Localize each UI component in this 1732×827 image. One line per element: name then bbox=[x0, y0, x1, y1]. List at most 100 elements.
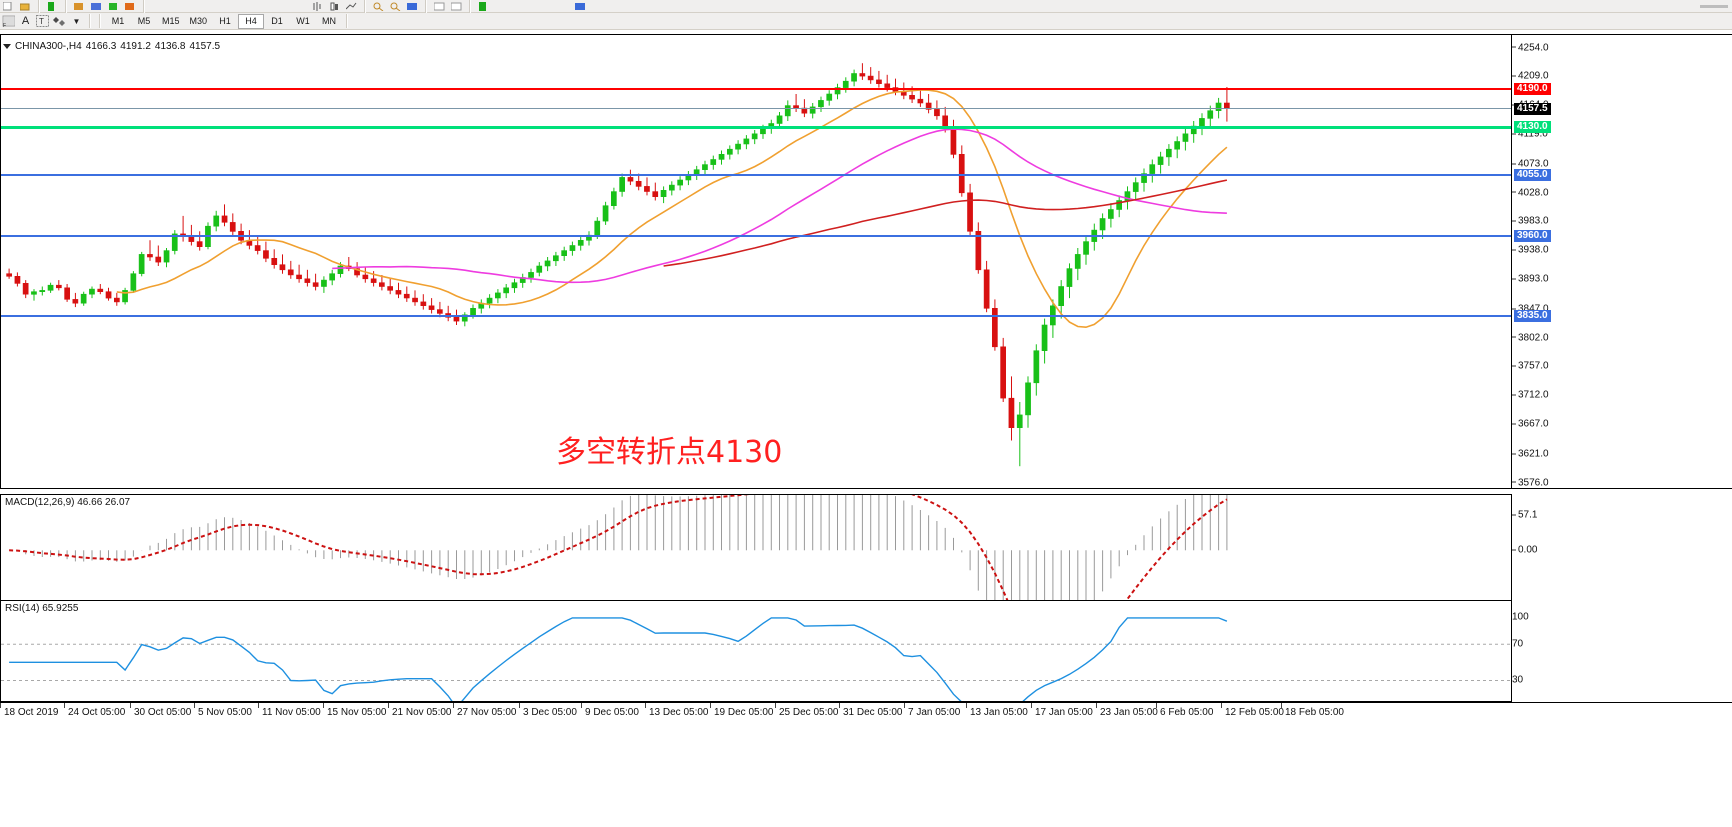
rsi-pane[interactable]: RSI(14) 65.9255 bbox=[0, 600, 1512, 702]
price-tick: 3847.0 bbox=[1512, 303, 1549, 314]
time-tick bbox=[581, 703, 582, 708]
rsi-tick: 30 bbox=[1512, 674, 1524, 686]
auto-scroll-icon[interactable] bbox=[404, 0, 421, 14]
rsi-tick: 100 bbox=[1512, 611, 1529, 623]
periods-icon[interactable] bbox=[448, 0, 465, 14]
navigator-icon[interactable] bbox=[71, 0, 88, 14]
zoom-in-icon[interactable] bbox=[370, 0, 387, 14]
timeframe-w1[interactable]: W1 bbox=[296, 16, 310, 26]
chevron-down-icon[interactable]: ▼ bbox=[72, 16, 81, 26]
shapes-icon[interactable] bbox=[51, 14, 68, 29]
line-chart-icon[interactable] bbox=[343, 0, 360, 14]
time-tick bbox=[388, 703, 389, 708]
crosshair-icon[interactable]: F bbox=[0, 14, 17, 29]
symbol-close: 4157.5 bbox=[189, 41, 221, 52]
price-chart-canvas bbox=[6, 63, 1230, 467]
time-label: 13 Jan 05:00 bbox=[970, 707, 1028, 718]
time-label: 12 Feb 05:00 bbox=[1225, 707, 1284, 718]
time-tick bbox=[966, 703, 967, 708]
rsi-scale[interactable]: 100 70 30 bbox=[1512, 600, 1732, 702]
metaeditor-icon[interactable] bbox=[122, 0, 139, 14]
time-label: 11 Nov 05:00 bbox=[262, 707, 321, 718]
text-label-icon[interactable]: A bbox=[21, 15, 30, 27]
time-tick bbox=[1156, 703, 1157, 708]
chart-annotation: 多空转折点4130 bbox=[556, 435, 783, 470]
macd-tick: 57.1 bbox=[1512, 510, 1537, 521]
timeframe-h1[interactable]: H1 bbox=[219, 16, 231, 26]
toolbar-separator bbox=[364, 0, 366, 13]
timeframe-m1[interactable]: M1 bbox=[111, 16, 125, 26]
level-line-support-3960[interactable] bbox=[1, 235, 1511, 238]
time-label: 18 Feb 05:00 bbox=[1285, 707, 1344, 718]
toolbar-separator bbox=[143, 0, 145, 13]
price-scale[interactable]: 4254.04209.04164.04119.04073.04028.03983… bbox=[1512, 34, 1732, 489]
macd-tick: 0.00 bbox=[1512, 545, 1537, 556]
market-watch-icon[interactable] bbox=[44, 0, 61, 14]
zoom-out-icon[interactable] bbox=[387, 0, 404, 14]
trade-icon[interactable] bbox=[572, 0, 589, 14]
time-tick bbox=[1096, 703, 1097, 708]
time-label: 5 Nov 05:00 bbox=[198, 707, 252, 718]
level-line-support-3835[interactable] bbox=[1, 315, 1511, 318]
level-line-support-4055[interactable] bbox=[1, 174, 1511, 177]
price-tick: 3802.0 bbox=[1512, 332, 1549, 343]
price-badge-current-price-4157.5: 4157.5 bbox=[1514, 103, 1551, 116]
time-label: 6 Feb 05:00 bbox=[1160, 707, 1214, 718]
text-box-icon[interactable]: T bbox=[34, 14, 51, 29]
level-line-current-price-4157.5[interactable] bbox=[1, 108, 1511, 110]
price-tick: 3757.0 bbox=[1512, 361, 1549, 372]
timeframe-m5[interactable]: M5 bbox=[137, 16, 151, 26]
time-tick bbox=[519, 703, 520, 708]
collapse-icon[interactable] bbox=[3, 44, 11, 49]
toolbar-overflow-icon[interactable] bbox=[1698, 0, 1732, 14]
level-line-pivot-4130[interactable] bbox=[1, 126, 1511, 130]
rsi-tick: 70 bbox=[1512, 638, 1524, 650]
timeframe-h4[interactable]: H4 bbox=[238, 13, 265, 29]
symbol-header: CHINA300-,H4 4166.3 4191.2 4136.8 4157.5 bbox=[3, 41, 220, 52]
price-badge-support-3960: 3960.0 bbox=[1514, 230, 1551, 243]
toolbar-separator bbox=[425, 0, 427, 13]
timeframe-m30[interactable]: M30 bbox=[189, 16, 208, 26]
price-tick: 3983.0 bbox=[1512, 216, 1549, 227]
symbol-high: 4191.2 bbox=[120, 41, 151, 52]
profiles-icon[interactable] bbox=[17, 0, 34, 14]
price-tick: 3667.0 bbox=[1512, 419, 1549, 430]
rsi-chart-canvas bbox=[1, 617, 1511, 701]
bar-chart-icon[interactable] bbox=[309, 0, 326, 14]
price-tick: 4254.0 bbox=[1512, 42, 1549, 53]
time-tick bbox=[839, 703, 840, 708]
time-tick bbox=[194, 703, 195, 708]
price-tick: 4073.0 bbox=[1512, 158, 1549, 169]
timeframe-m15[interactable]: M15 bbox=[162, 16, 180, 26]
time-label: 9 Dec 05:00 bbox=[585, 707, 639, 718]
time-label: 13 Dec 05:00 bbox=[649, 707, 709, 718]
toolbar-separator bbox=[99, 14, 101, 28]
terminal-icon[interactable] bbox=[88, 0, 105, 14]
time-scale[interactable]: 18 Oct 2019 24 Oct 05:00 30 Oct 05:00 5 Nov… bbox=[0, 702, 1732, 724]
time-label: 31 Dec 05:00 bbox=[843, 707, 903, 718]
strategy-tester-icon[interactable] bbox=[105, 0, 122, 14]
toolbar-separator bbox=[65, 0, 67, 13]
timeframe-mn[interactable]: MN bbox=[322, 16, 337, 26]
price-pane[interactable]: CHINA300-,H4 4166.3 4191.2 4136.8 4157.5… bbox=[0, 34, 1512, 489]
chart-area[interactable]: CHINA300-,H4 4166.3 4191.2 4136.8 4157.5… bbox=[0, 30, 1732, 827]
time-label: 24 Oct 05:00 bbox=[68, 707, 126, 718]
time-tick bbox=[1221, 703, 1222, 708]
time-label: 7 Jan 05:00 bbox=[908, 707, 961, 718]
price-badge-support-4055: 4055.0 bbox=[1514, 169, 1551, 182]
time-tick bbox=[323, 703, 324, 708]
price-tick: 3712.0 bbox=[1512, 390, 1549, 401]
timeframe-d1[interactable]: D1 bbox=[271, 16, 283, 26]
time-tick bbox=[775, 703, 776, 708]
indicators-list-icon[interactable] bbox=[431, 0, 448, 14]
rsi-label: RSI(14) 65.9255 bbox=[5, 603, 79, 614]
time-label: 23 Jan 05:00 bbox=[1100, 707, 1158, 718]
candlestick-chart-icon[interactable] bbox=[326, 0, 343, 14]
level-line-resistance-4190[interactable] bbox=[1, 87, 1511, 90]
new-chart-icon[interactable] bbox=[0, 0, 17, 14]
symbol-name: CHINA300-,H4 bbox=[15, 41, 82, 52]
toolbar-separator bbox=[89, 14, 91, 28]
price-tick: 4119.0 bbox=[1512, 129, 1548, 140]
templates-icon[interactable] bbox=[475, 0, 492, 14]
